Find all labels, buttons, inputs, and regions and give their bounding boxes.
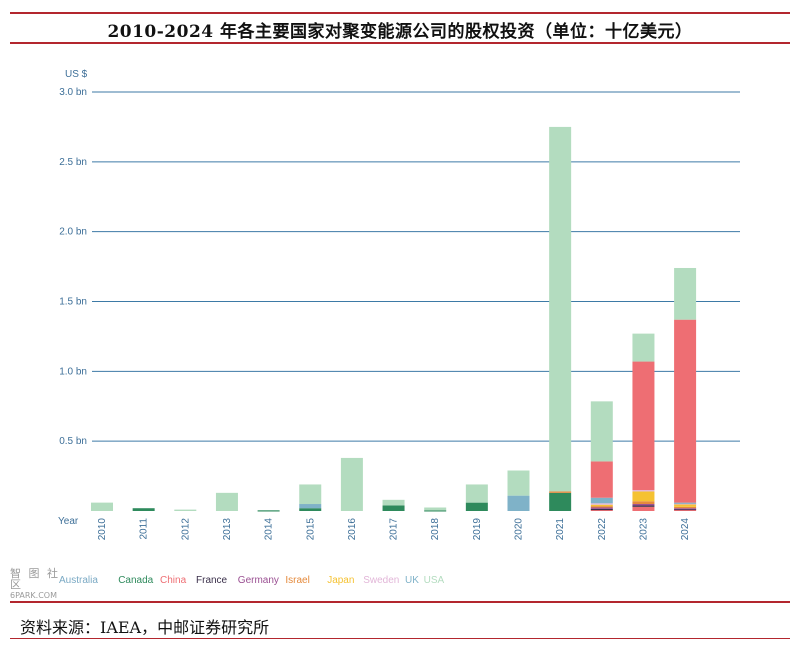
x-tick-label: 2017 [389, 518, 400, 541]
x-tick-label: 2012 [180, 518, 191, 541]
bar-2023-japan [632, 491, 655, 502]
footer-rule [10, 638, 790, 639]
chart-canvas: 0.5 bn 1.0 bn 1.5 bn 2.0 bn 2.5 bn 3.0 bn 201… [58, 69, 740, 586]
bar-2021-canada [549, 492, 572, 511]
bar-2023-germany [632, 504, 655, 506]
top-rule [10, 12, 790, 14]
legend-usa: USA [424, 575, 445, 586]
bar-2024-france [674, 508, 697, 511]
y-tick-label: 0.5 bn [59, 436, 87, 447]
bar-2022-china [590, 509, 613, 511]
y-axis-label: US $ [65, 69, 88, 80]
legend-japan: Japan [327, 575, 354, 586]
legend-australia: Australia [59, 575, 98, 586]
bar-2024-uk [674, 502, 697, 504]
grid-lines: 0.5 bn 1.0 bn 1.5 bn 2.0 bn 2.5 bn 3.0 bn [59, 87, 740, 447]
y-tick-label: 1.0 bn [59, 366, 87, 377]
bar-2022-israel [590, 506, 613, 508]
x-tick-label: 2013 [222, 518, 233, 541]
x-tick-labels: 2010 2011 2012 2013 2014 2015 2016 2017 2018 2019… [97, 518, 691, 541]
bar-2022-sweden [590, 503, 613, 505]
bar-2023-sweden [632, 490, 655, 492]
x-tick-label: 2022 [597, 518, 608, 541]
bar-2011-canada [132, 508, 155, 511]
watermark: 智 图 社 区 6PARK.COM [10, 568, 60, 601]
bar-2012-usa [174, 509, 197, 511]
source-note: 资料来源：IAEA，中邮证券研究所 [20, 618, 270, 637]
bar-2018-usa [424, 507, 447, 511]
legend: Australia Canada China France Germany Israel J… [59, 575, 444, 586]
bar-2020-uk [507, 495, 530, 511]
legend-uk: UK [405, 575, 419, 586]
x-axis-label: Year [58, 516, 79, 527]
bar-2024-germany [674, 508, 697, 510]
bar-2021-israel [549, 491, 572, 493]
bar-2016-usa [340, 457, 363, 511]
bar-2017-usa [382, 499, 405, 506]
x-tick-label: 2018 [430, 518, 441, 541]
x-tick-label: 2024 [680, 518, 691, 541]
bars [91, 126, 697, 512]
legend-france: France [196, 575, 228, 586]
bar-2015-canada [299, 508, 322, 511]
watermark-text: 智 图 社 区 [10, 567, 60, 591]
bar-2023-china [632, 506, 655, 511]
chart-title: 2010-2024 年各主要国家对聚变能源公司的股权投资（单位：十亿美元） [107, 22, 693, 42]
bar-2019-usa [465, 484, 488, 503]
x-tick-label: 2010 [97, 518, 108, 541]
bar-2023-israel [632, 501, 655, 505]
legend-israel: Israel [285, 575, 309, 586]
bar-2024-china-2 [674, 319, 697, 503]
bar-2022-germany [590, 507, 613, 509]
bar-2022-uk [590, 497, 613, 504]
bar-2018-canada [424, 510, 447, 512]
bar-2022-china-2 [590, 461, 613, 498]
bar-2024-japan [674, 504, 697, 507]
y-tick-label: 3.0 bn [59, 87, 87, 98]
bar-2013-usa [215, 492, 238, 511]
x-tick-label: 2011 [139, 518, 150, 540]
bar-2023-china-2 [632, 361, 655, 491]
bar-2022-usa [590, 401, 613, 462]
bar-2021-usa [549, 126, 572, 492]
x-tick-label: 2015 [305, 518, 316, 541]
bar-2023-france [632, 505, 655, 507]
x-tick-label: 2023 [638, 518, 649, 541]
bar-2022-japan [590, 504, 613, 507]
bar-2015-usa [299, 484, 322, 505]
watermark-url: 6PARK.COM [10, 591, 58, 600]
bottom-rule [10, 601, 790, 603]
legend-sweden: Sweden [363, 575, 399, 586]
bar-2023-usa [632, 333, 655, 362]
bar-2024-usa [674, 267, 697, 320]
bar-2024-sweden [674, 503, 697, 505]
bar-2024-israel [674, 506, 697, 509]
bar-2015-uk [299, 504, 322, 509]
legend-canada: Canada [118, 575, 153, 586]
title-rule [10, 42, 790, 44]
bar-2019-canada [465, 502, 488, 511]
y-tick-label: 2.5 bn [59, 157, 87, 168]
bar-2017-canada [382, 505, 405, 511]
y-tick-label: 1.5 bn [59, 297, 87, 308]
legend-china: China [160, 575, 187, 586]
x-tick-label: 2014 [264, 518, 275, 541]
bar-2022-france [590, 508, 613, 511]
x-tick-label: 2016 [347, 518, 358, 541]
bar-2020-usa [507, 470, 530, 496]
legend-germany: Germany [238, 575, 279, 586]
x-tick-label: 2021 [555, 518, 566, 541]
bar-2010-usa [91, 502, 113, 511]
y-tick-label: 2.0 bn [59, 227, 87, 238]
bar-2014-canada [257, 510, 280, 512]
x-tick-label: 2019 [472, 518, 483, 541]
x-tick-label: 2020 [514, 518, 525, 541]
bar-2024-china [674, 509, 697, 511]
